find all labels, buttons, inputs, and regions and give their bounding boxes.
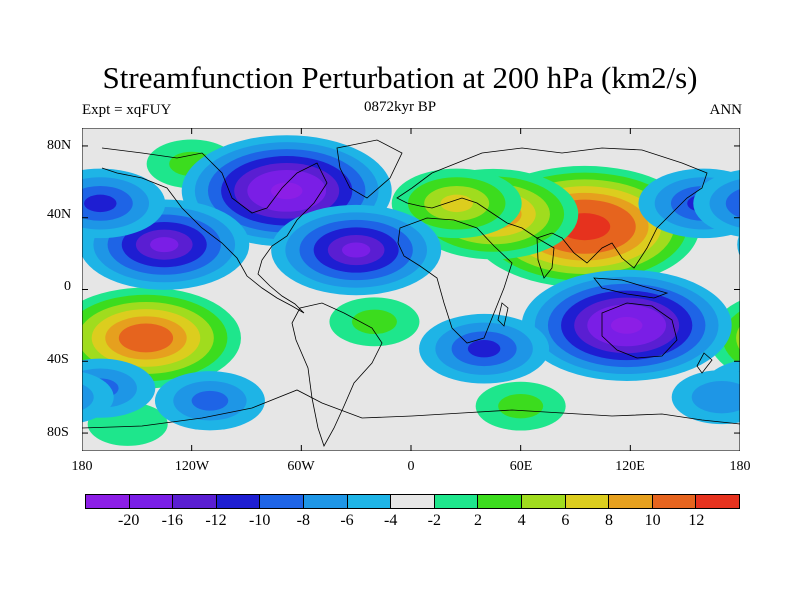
colorbar-swatch — [434, 495, 479, 508]
colorbar-swatch — [391, 495, 435, 508]
colorbar-swatch — [521, 495, 566, 508]
colorbar-swatch — [565, 495, 610, 508]
colorbar-label: -6 — [340, 512, 354, 529]
lat-label-0: 0 — [64, 279, 71, 294]
time-label: 0872kyr BP — [363, 99, 437, 115]
lon-label-120w: 120W — [174, 459, 210, 474]
negative-contour — [725, 188, 740, 218]
coastline-antarctica — [82, 389, 740, 429]
lat-label-40s: 40S — [47, 352, 69, 367]
lon-label-120e: 120E — [615, 459, 645, 474]
colorbar-label: -10 — [248, 512, 271, 529]
lon-label-0: 0 — [407, 459, 415, 474]
colorbar-label: 6 — [561, 512, 570, 529]
colorbar — [85, 494, 740, 509]
negative-contour — [737, 233, 740, 256]
lat-label-80s: 80S — [47, 425, 69, 440]
coastline-greenland — [336, 139, 403, 199]
positive-contour — [118, 323, 174, 353]
colorbar-label: -2 — [427, 512, 441, 529]
negative-contour — [82, 384, 94, 411]
coastline-north-america — [101, 147, 328, 314]
negative-contour — [467, 340, 501, 358]
colorbar-swatch — [696, 495, 739, 508]
negative-contour — [82, 372, 114, 423]
colorbar-swatch — [129, 495, 174, 508]
lon-label-60e: 60E — [509, 459, 533, 474]
colorbar-label: -4 — [383, 512, 398, 529]
negative-contour — [270, 182, 303, 200]
negative-contour — [610, 317, 643, 334]
coastline-australia — [601, 302, 678, 359]
colorbar-label: 8 — [605, 512, 613, 529]
experiment-label: Expt = xqFUY — [82, 102, 172, 118]
coastline-indonesia — [593, 277, 669, 299]
colorbar-swatch — [478, 495, 522, 508]
colorbar-swatch — [260, 495, 304, 508]
colorbar-label: 10 — [644, 512, 661, 529]
colorbar-swatch — [86, 495, 130, 508]
colorbar-label: 12 — [688, 512, 705, 529]
lon-label-180w: 180 — [71, 459, 93, 474]
negative-contour — [691, 380, 740, 414]
colorbar-label: -8 — [296, 512, 310, 529]
colorbar-label: 4 — [517, 512, 526, 529]
colorbar-swatch — [303, 495, 348, 508]
coastline-south-america — [291, 302, 383, 447]
negative-contour — [709, 179, 740, 228]
negative-contour — [150, 237, 179, 253]
colorbar-label: -16 — [161, 512, 183, 529]
coastline-india — [536, 237, 555, 279]
colorbar-label: -20 — [117, 512, 140, 529]
lat-label-80n: 80N — [47, 138, 72, 153]
negative-contour — [84, 194, 117, 213]
map-title: Streamfunction Perturbation at 200 hPa (… — [102, 60, 698, 95]
negative-contour — [191, 390, 229, 411]
colorbar-label: 2 — [474, 512, 482, 529]
coastline-new-zealand — [696, 352, 713, 374]
colorbar-swatch — [609, 495, 653, 508]
positive-contour — [351, 309, 397, 334]
lon-label-180e: 180 — [729, 459, 751, 474]
colorbar-swatch — [173, 495, 217, 508]
coastline-eurasia — [396, 147, 708, 269]
colorbar-label: -12 — [205, 512, 227, 529]
lon-label-60w: 60W — [287, 459, 315, 474]
colorbar-swatch — [216, 495, 261, 508]
colorbar-swatch — [347, 495, 392, 508]
season-label: ANN — [709, 102, 743, 118]
colorbar-swatch — [652, 495, 697, 508]
lat-label-40n: 40N — [47, 207, 72, 222]
axis-ticks — [82, 128, 740, 451]
coastline-africa — [397, 217, 513, 344]
negative-contour — [342, 242, 371, 258]
positive-contour — [498, 393, 544, 419]
positive-contour — [736, 325, 740, 350]
contour-map — [82, 128, 740, 451]
coastlines — [82, 139, 740, 447]
coastline-madagascar — [497, 302, 509, 327]
